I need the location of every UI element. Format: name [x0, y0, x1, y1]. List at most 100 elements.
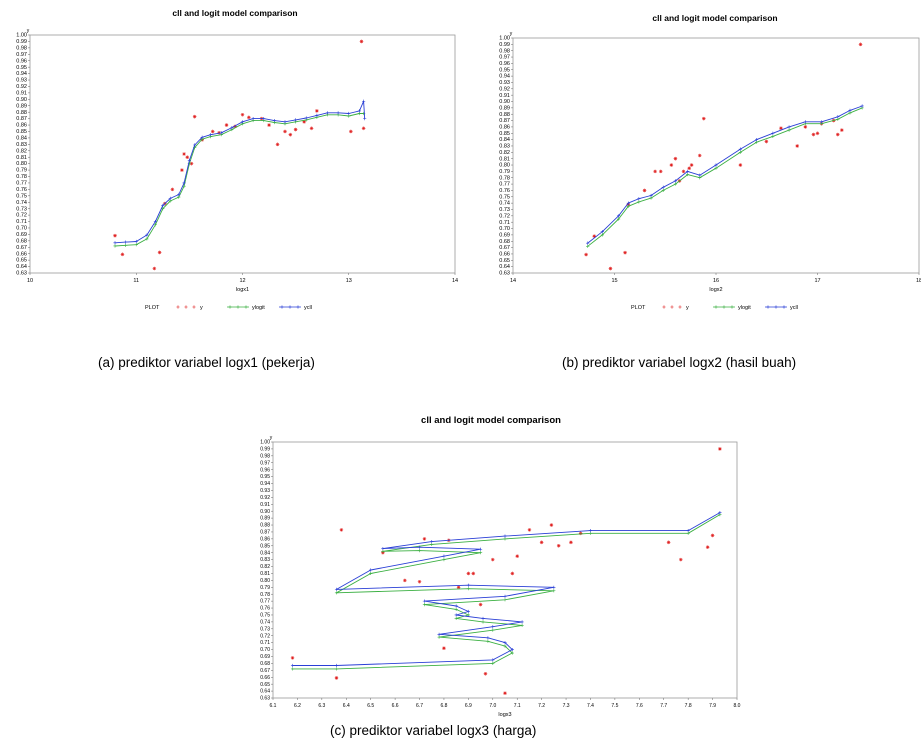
- point-ycll: [430, 540, 434, 544]
- y-tick-label: 0.89: [499, 105, 510, 111]
- y-tick-label: 0.96: [260, 467, 270, 473]
- caption-b: (b) prediktor variabel logx2 (hasil buah…: [562, 355, 797, 370]
- y-tick-label: 0.95: [499, 67, 510, 73]
- y-tick-label: 0.79: [499, 169, 510, 175]
- point-ylogit: [134, 243, 138, 247]
- x-tick-label: 6.5: [367, 703, 374, 709]
- point-y: [779, 126, 783, 130]
- x-tick-label: 7.3: [563, 703, 570, 709]
- point-ycll: [177, 192, 181, 197]
- point-y: [359, 39, 364, 44]
- y-tick-label: 0.85: [260, 543, 270, 549]
- y-tick-label: 0.91: [499, 93, 510, 99]
- point-y: [687, 166, 692, 171]
- y-tick-label: 0.83: [260, 557, 270, 563]
- legend-marker-y: [678, 305, 682, 309]
- point-ycll: [771, 131, 775, 135]
- y-tick-label: 0.92: [260, 495, 270, 501]
- caption-a: (a) prediktor variabel logx1 (pekerja): [98, 355, 315, 370]
- point-ylogit: [616, 217, 621, 221]
- x-tick-label: 16: [713, 278, 719, 284]
- legend-marker-ycll: [782, 305, 786, 309]
- point-y: [608, 266, 613, 271]
- point-y: [417, 579, 422, 584]
- point-ycll: [686, 528, 690, 533]
- legend-marker-y: [670, 305, 674, 309]
- point-y: [293, 127, 298, 132]
- y-tick-label: 0.66: [499, 252, 510, 258]
- point-ycll: [616, 214, 621, 218]
- legend-marker-ylogit: [722, 305, 726, 309]
- y-tick-label: 0.63: [260, 696, 270, 702]
- point-y: [182, 152, 186, 156]
- y-tick-label: 0.74: [16, 200, 27, 206]
- series-line-ycll: [114, 100, 366, 244]
- legend-marker-y: [192, 305, 196, 309]
- y-tick-label: 0.80: [260, 578, 270, 584]
- y-tick-label: 0.76: [260, 606, 270, 612]
- y-tick-label: 1.00: [499, 36, 510, 42]
- point-y: [478, 602, 483, 607]
- y-tick-label: 0.83: [16, 142, 27, 148]
- y-tick-label: 0.68: [499, 239, 510, 245]
- point-ycll: [219, 131, 223, 135]
- y-tick-label: 0.87: [260, 530, 270, 536]
- point-y: [764, 139, 769, 144]
- point-ylogit: [437, 635, 441, 639]
- x-tick-label: 7.0: [489, 703, 496, 709]
- y-tick-label: 0.64: [16, 264, 27, 270]
- x-tick-label: 18: [916, 278, 921, 284]
- y-tick-label: 0.95: [260, 474, 270, 480]
- point-ylogit: [787, 128, 791, 132]
- point-ylogit: [661, 188, 665, 193]
- point-ycll: [588, 528, 593, 533]
- point-y: [275, 142, 280, 147]
- point-y: [556, 543, 561, 548]
- point-y: [456, 585, 461, 590]
- y-tick-label: 0.75: [16, 193, 27, 199]
- point-ycll: [161, 203, 165, 208]
- legend-title: PLOT: [631, 305, 646, 311]
- point-ylogit: [381, 549, 385, 553]
- point-ycll: [718, 510, 722, 515]
- y-tick-label: 0.90: [499, 99, 510, 105]
- point-y: [288, 132, 293, 137]
- y-tick-label: 0.86: [260, 536, 270, 542]
- y-tick-label: 0.99: [16, 39, 27, 45]
- y-tick-label: 0.94: [16, 71, 27, 77]
- point-ylogit: [626, 204, 630, 208]
- point-ycll: [290, 663, 295, 668]
- point-ycll: [466, 583, 470, 587]
- legend-marker-y: [662, 305, 666, 309]
- legend-title: PLOT: [145, 305, 160, 311]
- point-ycll: [503, 641, 507, 645]
- point-ylogit: [145, 237, 149, 241]
- y-tick-label: 0.68: [260, 661, 270, 667]
- y-tick-label: 0.65: [260, 682, 270, 688]
- point-y: [515, 554, 520, 558]
- point-ycll: [251, 117, 255, 121]
- series-line-ylogit: [587, 107, 863, 247]
- x-axis-label-a: logx1: [236, 287, 249, 293]
- y-tick-label: 0.88: [260, 523, 270, 529]
- y-tick-label: 0.99: [499, 42, 510, 48]
- point-ylogit: [503, 598, 507, 602]
- y-tick-label: 0.98: [499, 48, 510, 54]
- point-ylogit: [637, 200, 641, 204]
- point-ycll: [209, 133, 213, 137]
- point-ycll: [187, 158, 191, 163]
- point-y: [666, 540, 671, 545]
- x-tick-label: 7.4: [587, 703, 594, 709]
- y-tick-label: 0.75: [499, 194, 510, 200]
- y-tick-label: 0.67: [16, 245, 27, 251]
- point-y: [623, 250, 627, 255]
- point-ylogit: [486, 639, 490, 643]
- point-ycll: [200, 135, 204, 139]
- x-axis-label-c: logx3: [498, 712, 511, 718]
- y-tick-label: 0.88: [16, 110, 27, 116]
- point-y: [247, 115, 251, 120]
- y-tick-label: 0.82: [499, 150, 510, 156]
- x-tick-label: 7.2: [538, 703, 545, 709]
- point-ylogit: [600, 233, 604, 237]
- point-ycll: [334, 587, 339, 591]
